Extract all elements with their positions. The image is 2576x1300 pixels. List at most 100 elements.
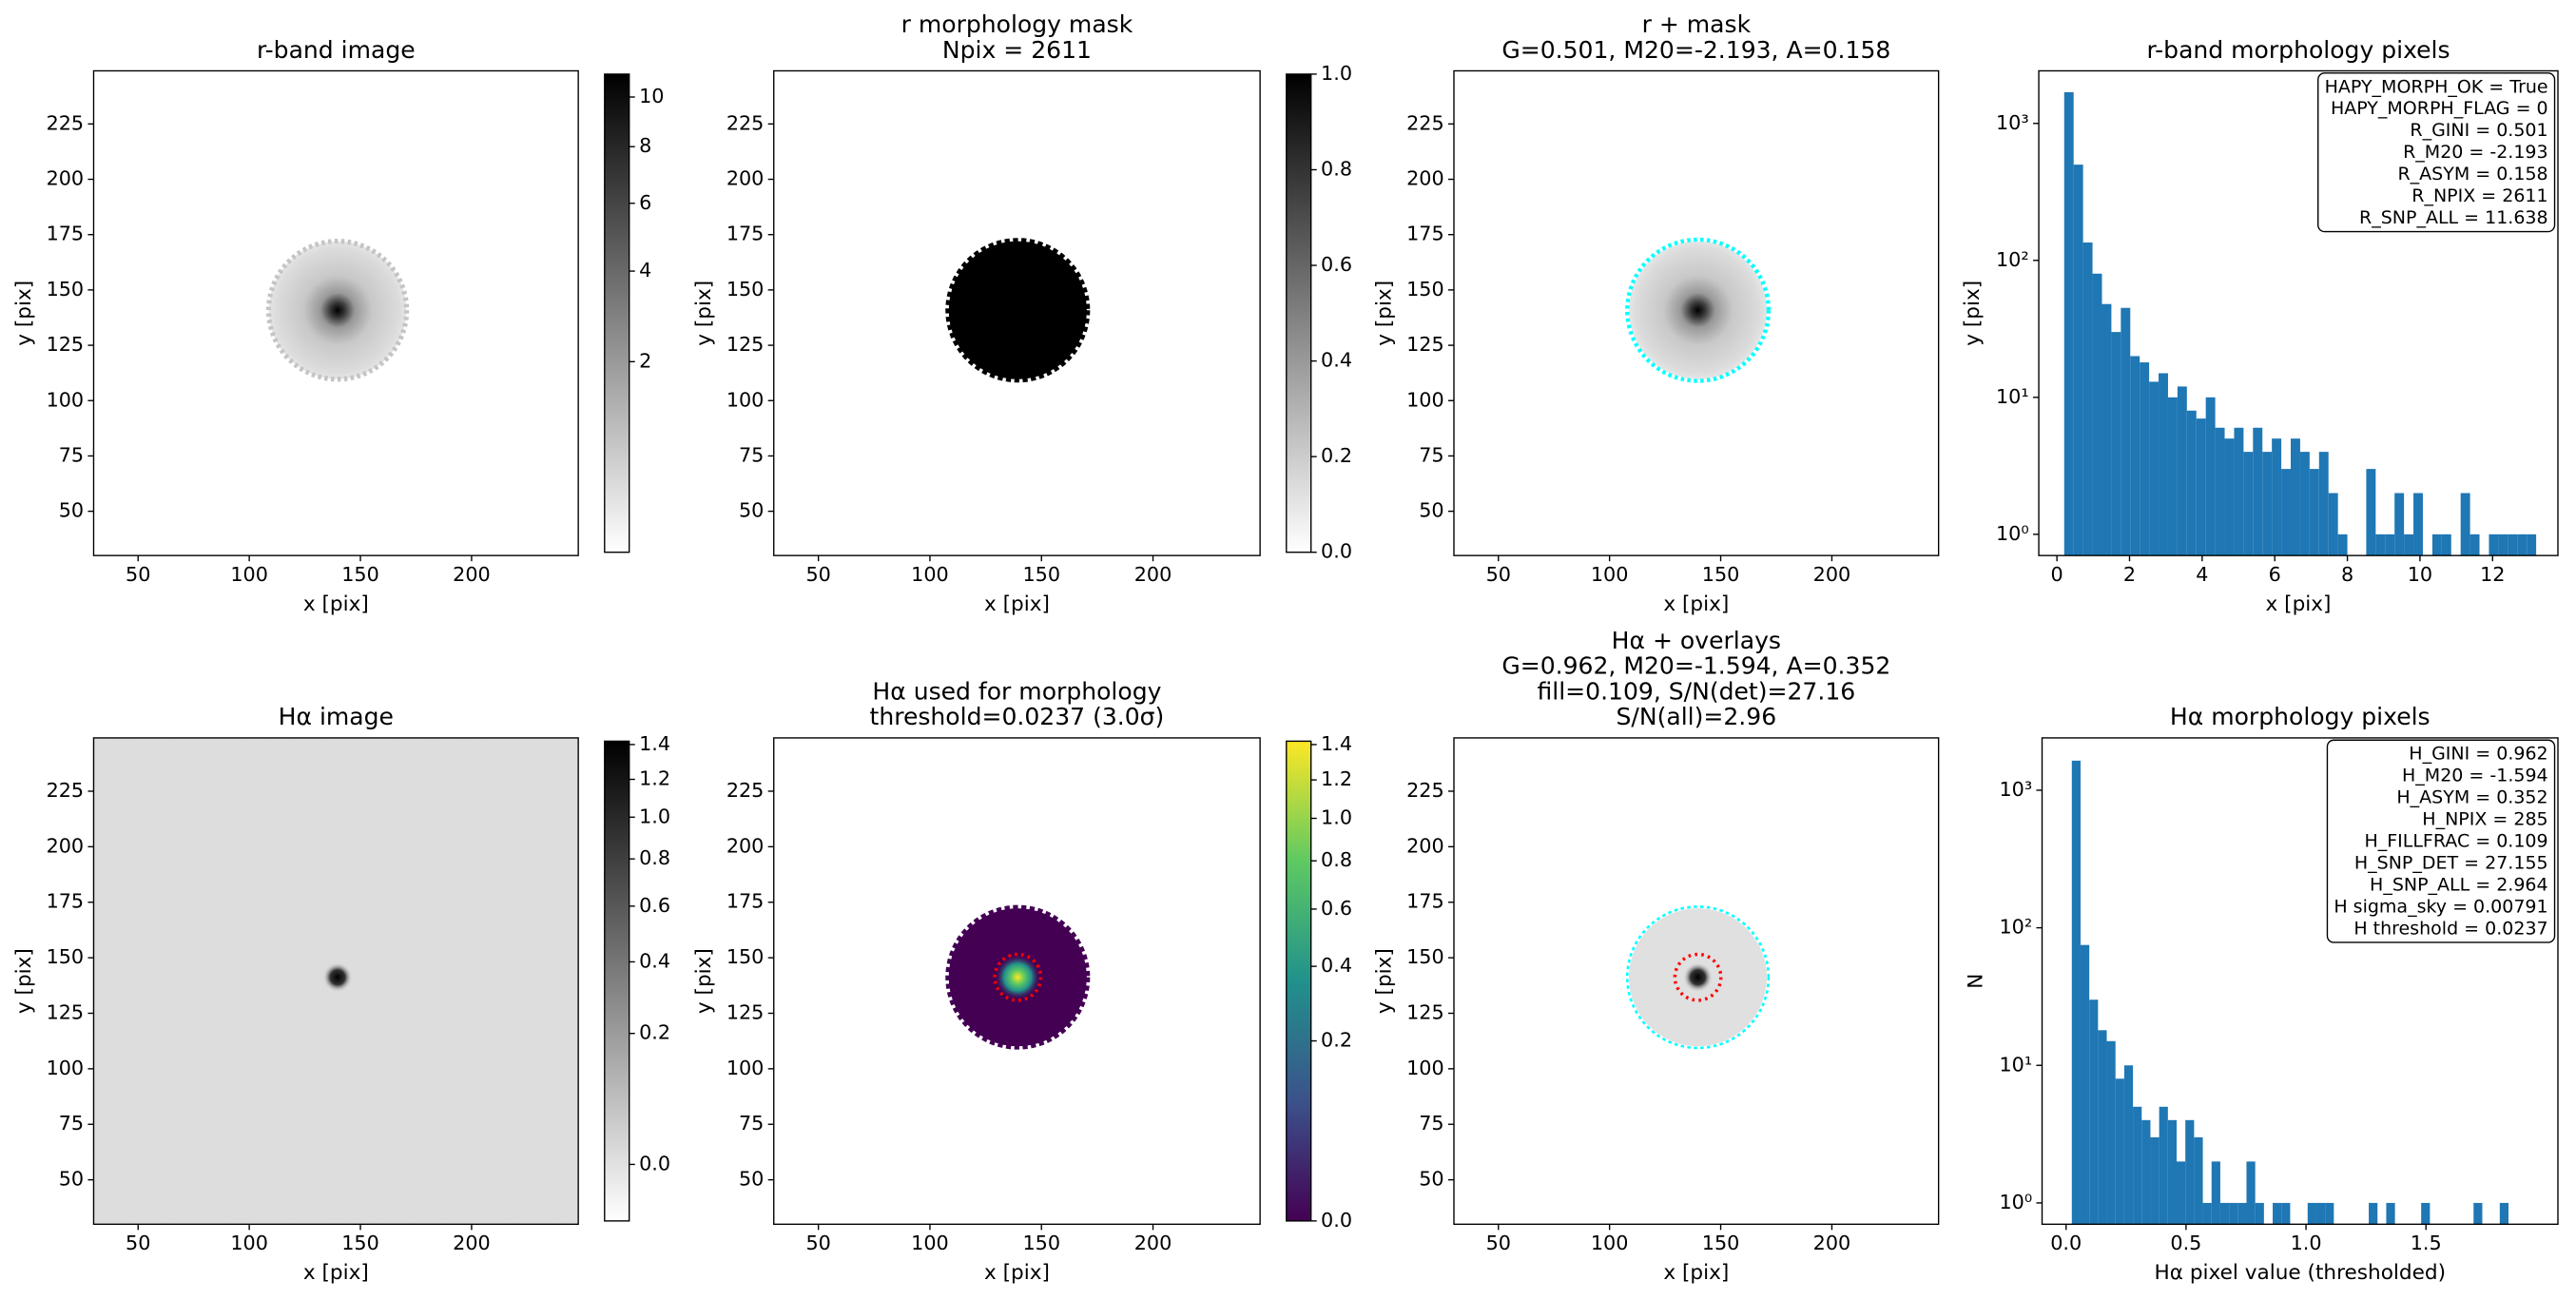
bar <box>2098 1030 2107 1225</box>
bar <box>2404 534 2414 556</box>
y-axis-label: y [pix] <box>12 281 36 346</box>
bar <box>2121 307 2131 556</box>
y-tick-label: 200 <box>726 167 765 190</box>
x-tick-label: 150 <box>1702 563 1740 586</box>
bar <box>2177 1161 2186 1225</box>
y-tick-label: 100 <box>1406 388 1444 411</box>
y-tick-label: 175 <box>47 223 85 245</box>
y-tick-label: 150 <box>47 945 85 968</box>
bar <box>2130 356 2140 556</box>
y-tick-label: 50 <box>739 1168 764 1191</box>
bar <box>2080 944 2090 1225</box>
x-tick-label: 1.5 <box>2411 1232 2442 1254</box>
x-tick-label: 150 <box>1702 1232 1740 1254</box>
bar <box>2111 332 2121 556</box>
bar <box>2273 1202 2282 1225</box>
colorbar-tick-label: 0.6 <box>639 894 670 917</box>
panel-title: Npix = 2611 <box>942 36 1092 64</box>
mask-image <box>945 238 1091 383</box>
bar <box>2101 303 2112 556</box>
x-axis-label: x [pix] <box>1663 592 1729 616</box>
colorbar-tick-label: 0.2 <box>1321 444 1352 467</box>
bar <box>2375 534 2386 556</box>
x-tick-label: 12 <box>2480 563 2505 586</box>
colorbar-tick-label: 1.0 <box>1321 62 1352 85</box>
annotation-line: R_NPIX = 2611 <box>2411 185 2547 206</box>
x-tick-label: 100 <box>1591 563 1629 586</box>
colorbar-tick-label: 0.0 <box>639 1152 670 1174</box>
y-tick-label: 225 <box>726 779 765 802</box>
bar <box>2115 1078 2124 1225</box>
x-axis-label: x [pix] <box>984 1261 1050 1285</box>
bar <box>2517 534 2528 556</box>
bar <box>2413 493 2423 556</box>
x-tick-label: 150 <box>1022 563 1060 586</box>
y-tick-label: 200 <box>1406 834 1444 857</box>
annotation-line: HAPY_MORPH_OK = True <box>2325 76 2548 97</box>
y-axis-label: y [pix] <box>1372 948 1396 1014</box>
x-tick-label: 100 <box>911 563 949 586</box>
y-tick-label: 125 <box>47 333 85 356</box>
image-art <box>93 237 1772 1225</box>
bar <box>2234 427 2244 556</box>
annotation-line: H_ASYM = 0.352 <box>2396 787 2547 808</box>
y-tick-label: 125 <box>1406 333 1444 356</box>
axes-frame <box>2038 69 2559 556</box>
y-tick-label: 10² <box>1996 248 2029 271</box>
y-tick-label: 10² <box>1999 916 2032 939</box>
y-tick-label: 50 <box>59 1168 84 1191</box>
annotation-frame <box>2317 72 2556 233</box>
y-tick-label: 175 <box>1406 890 1444 913</box>
colorbar-tick-label: 0.6 <box>1321 253 1352 276</box>
y-tick-label: 200 <box>47 167 85 190</box>
y-tick-label: 225 <box>47 111 85 134</box>
bar <box>2272 438 2282 556</box>
x-tick-label: 100 <box>230 1232 268 1254</box>
bar <box>2431 534 2442 556</box>
y-tick-label: 50 <box>1419 499 1443 522</box>
annotation-line: R_SNP_ALL = 11.638 <box>2359 207 2548 228</box>
y-tick-label: 100 <box>1406 1057 1444 1079</box>
bar <box>2386 1202 2395 1225</box>
bar <box>2318 452 2329 556</box>
galaxy-image <box>265 239 410 382</box>
bar <box>2063 91 2074 556</box>
x-tick-label: 0.0 <box>2050 1232 2082 1254</box>
x-tick-label: 50 <box>805 1232 830 1254</box>
axes-frame <box>1453 69 1940 556</box>
annotation-line: H threshold = 0.0237 <box>2353 919 2547 940</box>
bar <box>2149 381 2160 556</box>
mask-contour <box>1625 905 1771 1050</box>
galaxy-image <box>995 954 1041 1000</box>
bar <box>2224 438 2235 556</box>
x-tick-label: 200 <box>1813 1232 1851 1254</box>
y-tick-label: 75 <box>59 1112 84 1135</box>
x-tick-label: 0 <box>2051 563 2063 586</box>
colorbar-tick-label: 0.8 <box>1321 157 1352 180</box>
bar <box>2159 1106 2168 1225</box>
y-tick-label: 200 <box>1406 167 1444 190</box>
x-tick-label: 200 <box>1813 563 1851 586</box>
x-tick-label: 100 <box>1591 1232 1629 1254</box>
y-tick-label: 100 <box>726 1057 765 1079</box>
x-axis-label: x [pix] <box>303 1261 369 1285</box>
x-tick-label: 1.0 <box>2291 1232 2322 1254</box>
bar <box>2089 999 2099 1225</box>
bar <box>2527 534 2537 556</box>
x-axis-label: x [pix] <box>2266 592 2332 616</box>
axes-frame <box>773 737 1261 1226</box>
colorbar-tick-label: 0.2 <box>1321 1029 1352 1052</box>
annotation-line: H_FILLFRAC = 0.109 <box>2364 831 2547 852</box>
bar <box>2441 534 2451 556</box>
bar <box>2307 1202 2316 1225</box>
bar <box>2202 1202 2212 1225</box>
annotation-line: R_M20 = -2.193 <box>2403 142 2548 163</box>
detection-contour <box>993 952 1043 1002</box>
y-tick-label: 150 <box>726 945 765 968</box>
x-axis-label: x [pix] <box>984 592 1050 616</box>
bar <box>2177 386 2187 556</box>
bar <box>2150 1136 2160 1225</box>
bar <box>2159 373 2168 556</box>
